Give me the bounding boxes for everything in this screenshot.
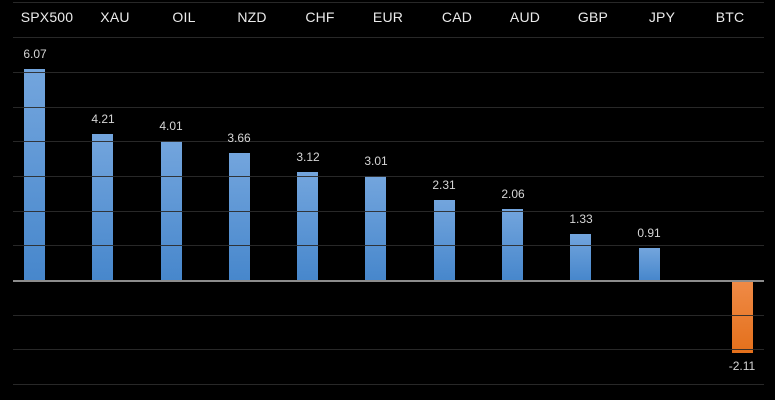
category-label-gbp: GBP [577,9,609,25]
category-label-xau: XAU [100,9,130,25]
value-label-eur: 3.01 [364,154,388,168]
bar-chf [297,172,318,280]
gridline [13,141,764,142]
value-label-oil: 4.01 [159,119,183,133]
gridline [13,72,764,73]
gridline [13,176,764,177]
gridline [13,37,764,38]
bar-aud [502,209,523,280]
gridline [13,211,764,212]
value-label-aud: 2.06 [501,187,525,201]
gridline [13,315,764,316]
bar-spx500 [24,69,45,280]
value-label-xau: 4.21 [91,112,115,126]
gridline [13,384,764,385]
bar-jpy [639,248,660,280]
category-label-eur: EUR [372,9,404,25]
gridline [13,107,764,108]
bar-cad [434,200,455,280]
value-label-jpy: 0.91 [637,226,661,240]
value-label-spx500: 6.07 [23,47,47,61]
category-label-aud: AUD [509,9,541,25]
bar-eur [365,176,386,280]
gridline [13,2,764,3]
category-label-cad: CAD [441,9,473,25]
bar-gbp [570,234,591,280]
bar-nzd [229,153,250,280]
value-label-btc: -2.11 [728,359,756,373]
category-label-chf: CHF [305,9,335,25]
gridline [13,245,764,246]
bar-xau [92,134,113,280]
category-label-oil: OIL [172,9,196,25]
value-label-nzd: 3.66 [227,131,251,145]
value-label-chf: 3.12 [296,150,320,164]
category-label-spx500: SPX500 [20,9,74,25]
value-label-gbp: 1.33 [569,212,593,226]
category-label-jpy: JPY [648,9,676,25]
category-label-nzd: NZD [237,9,267,25]
bar-btc [732,282,753,353]
category-label-btc: BTC [715,9,745,25]
zero-axis-line [13,280,764,282]
value-label-cad: 2.31 [432,178,456,192]
gridline [13,349,764,350]
